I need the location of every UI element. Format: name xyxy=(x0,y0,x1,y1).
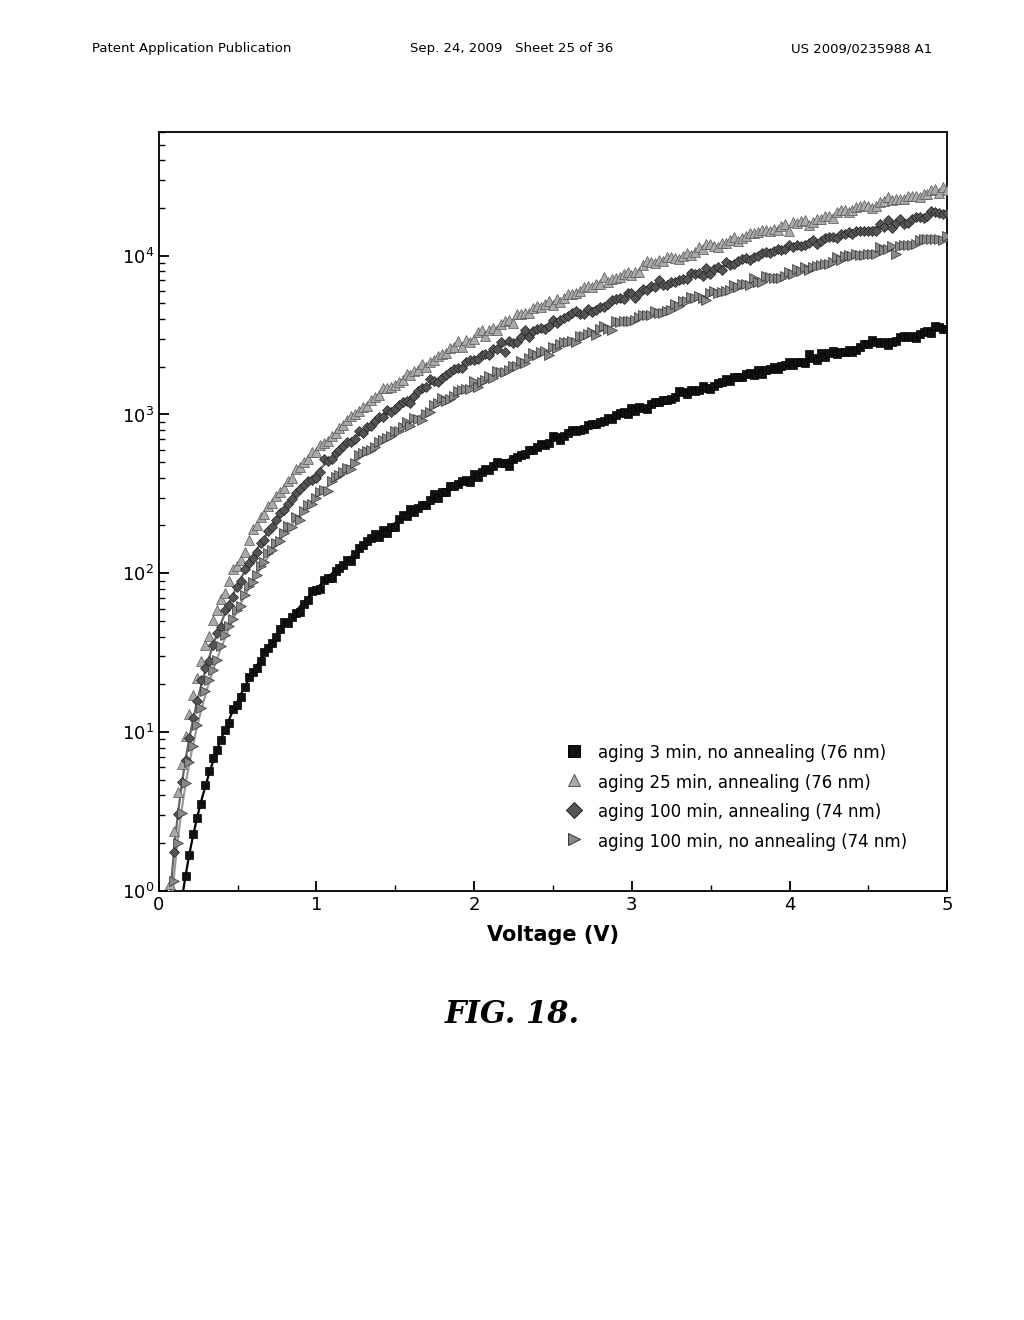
Text: Sep. 24, 2009   Sheet 25 of 36: Sep. 24, 2009 Sheet 25 of 36 xyxy=(411,42,613,55)
Text: US 2009/0235988 A1: US 2009/0235988 A1 xyxy=(791,42,932,55)
X-axis label: Voltage (V): Voltage (V) xyxy=(487,925,618,945)
Text: Patent Application Publication: Patent Application Publication xyxy=(92,42,292,55)
Text: FIG. 18.: FIG. 18. xyxy=(444,999,580,1030)
Legend: aging 3 min, no annealing (76 nm), aging 25 min, annealing (76 nm), aging 100 mi: aging 3 min, no annealing (76 nm), aging… xyxy=(556,734,915,859)
